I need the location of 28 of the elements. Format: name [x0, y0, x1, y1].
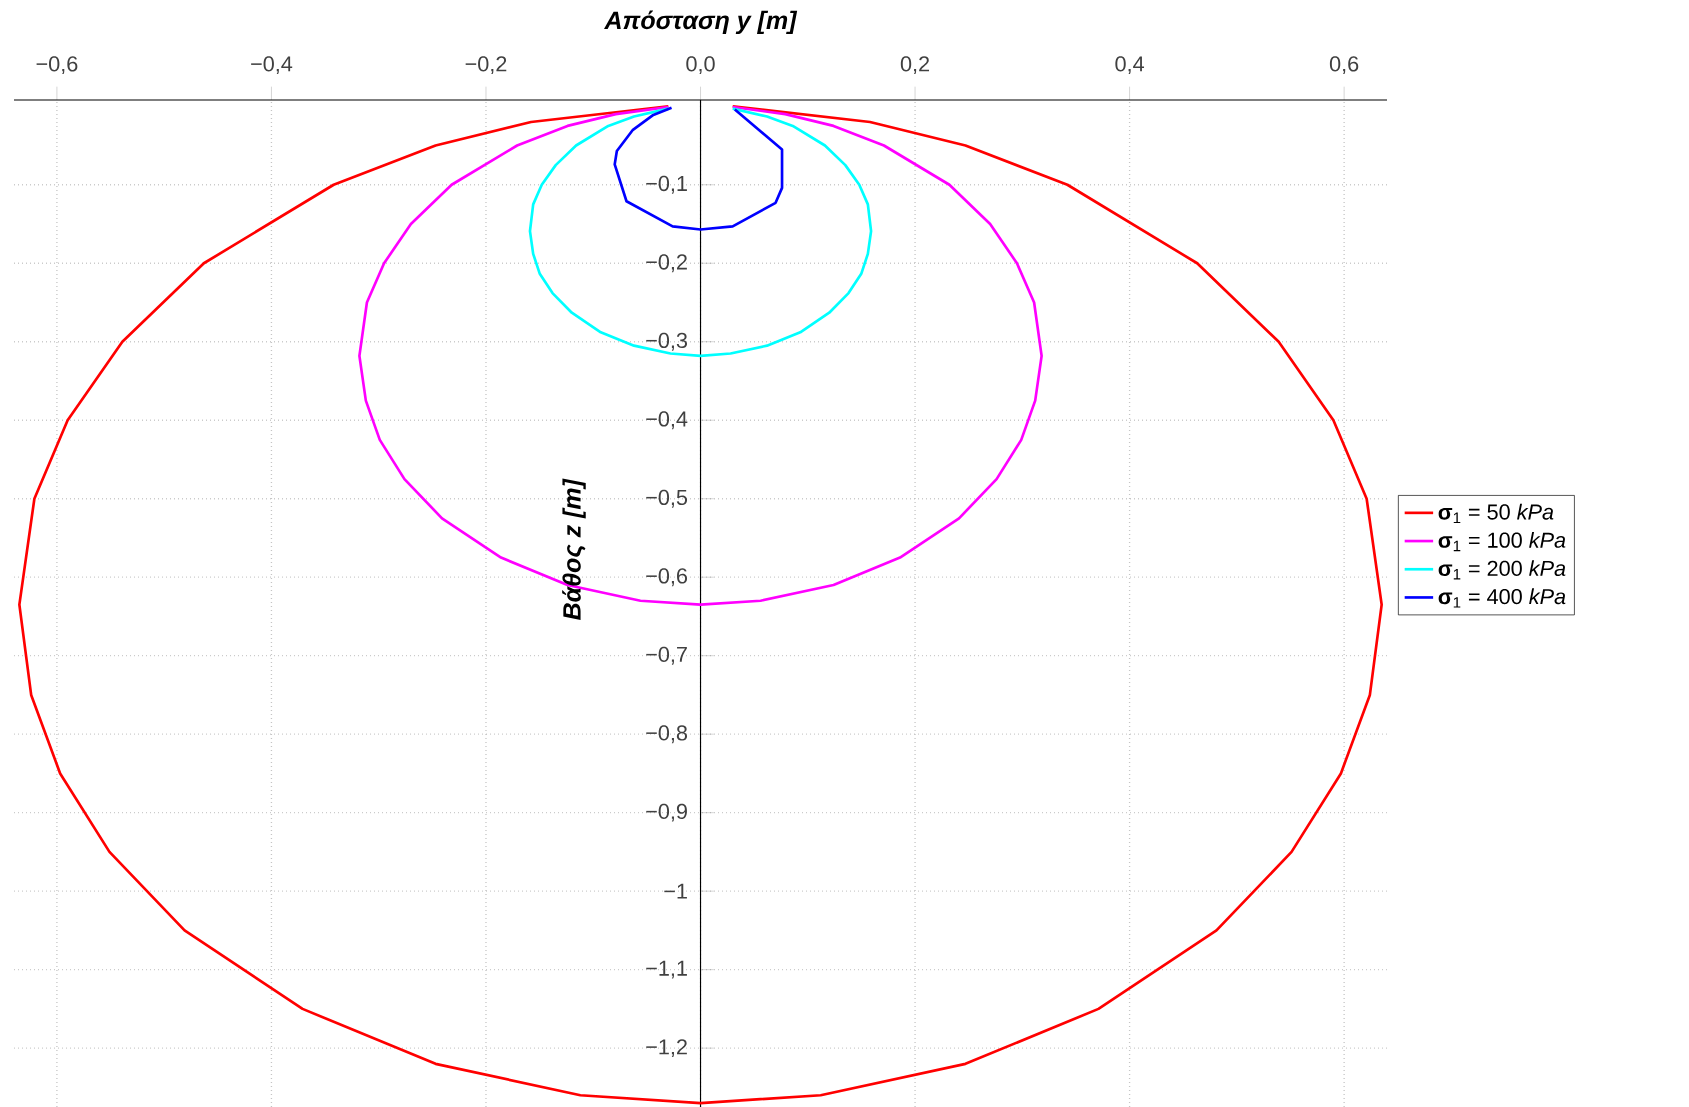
legend-label: σ$_{1}$ = 400 kPa [1438, 588, 1566, 608]
x-tick-label: −0,6 [36, 56, 78, 75]
legend-label: σ$_{1}$ = 50 kPa [1438, 503, 1554, 523]
line-series [528, 107, 873, 358]
y-tick-label: −0,1 [646, 175, 687, 194]
y-tick-label: −1,1 [646, 960, 687, 979]
x-tick-label: 0,4 [1115, 56, 1145, 75]
y-tick-label: −0,2 [646, 254, 687, 273]
y-tick-label: −0,5 [646, 489, 688, 508]
x-axis-title: Απόσταση y [m] [604, 10, 798, 35]
x-tick-label: 0,0 [686, 56, 715, 75]
y-tick-label: −0,6 [646, 568, 688, 587]
y-tick-label: −0,4 [646, 411, 688, 430]
x-tick-label: −0,4 [251, 56, 293, 75]
x-tick-label: 0,2 [900, 56, 930, 75]
y-tick-label: −1 [664, 883, 687, 899]
y-tick-label: −1,2 [646, 1039, 687, 1058]
line-series [613, 106, 784, 231]
y-axis-title: Βάθος z [m] [562, 478, 586, 620]
y-tick-label: −0,3 [646, 332, 688, 351]
y-tick-label: −0,8 [646, 725, 688, 744]
x-tick-label: −0,2 [465, 56, 507, 75]
x-tick-label: 0,6 [1329, 56, 1359, 75]
line-series [18, 104, 1384, 1105]
y-tick-label: −0,7 [646, 646, 687, 665]
legend-label: σ$_{1}$ = 200 kPa [1438, 560, 1566, 580]
legend-label: σ$_{1}$ = 100 kPa [1438, 531, 1566, 552]
y-tick-label: −0,9 [646, 803, 687, 822]
